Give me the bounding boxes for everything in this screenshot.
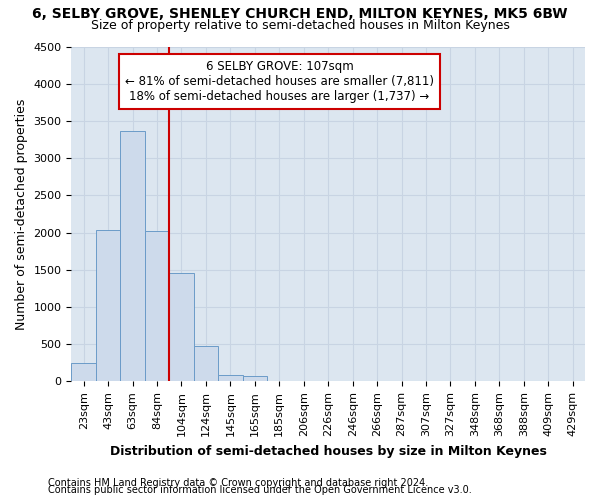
Text: 6, SELBY GROVE, SHENLEY CHURCH END, MILTON KEYNES, MK5 6BW: 6, SELBY GROVE, SHENLEY CHURCH END, MILT… [32, 8, 568, 22]
Bar [71, 362, 96, 382]
Bar [121, 130, 145, 382]
Bar [169, 274, 194, 382]
Bar [218, 374, 242, 382]
Text: Contains public sector information licensed under the Open Government Licence v3: Contains public sector information licen… [48, 485, 472, 495]
Text: Size of property relative to semi-detached houses in Milton Keynes: Size of property relative to semi-detach… [91, 18, 509, 32]
Text: Contains HM Land Registry data © Crown copyright and database right 2024.: Contains HM Land Registry data © Crown c… [48, 478, 428, 488]
Bar [145, 231, 169, 382]
Bar [194, 346, 218, 382]
X-axis label: Distribution of semi-detached houses by size in Milton Keynes: Distribution of semi-detached houses by … [110, 444, 547, 458]
Bar [242, 376, 267, 382]
Y-axis label: Number of semi-detached properties: Number of semi-detached properties [15, 98, 28, 330]
Text: 6 SELBY GROVE: 107sqm
← 81% of semi-detached houses are smaller (7,811)
18% of s: 6 SELBY GROVE: 107sqm ← 81% of semi-deta… [125, 60, 434, 103]
Bar [96, 230, 121, 382]
